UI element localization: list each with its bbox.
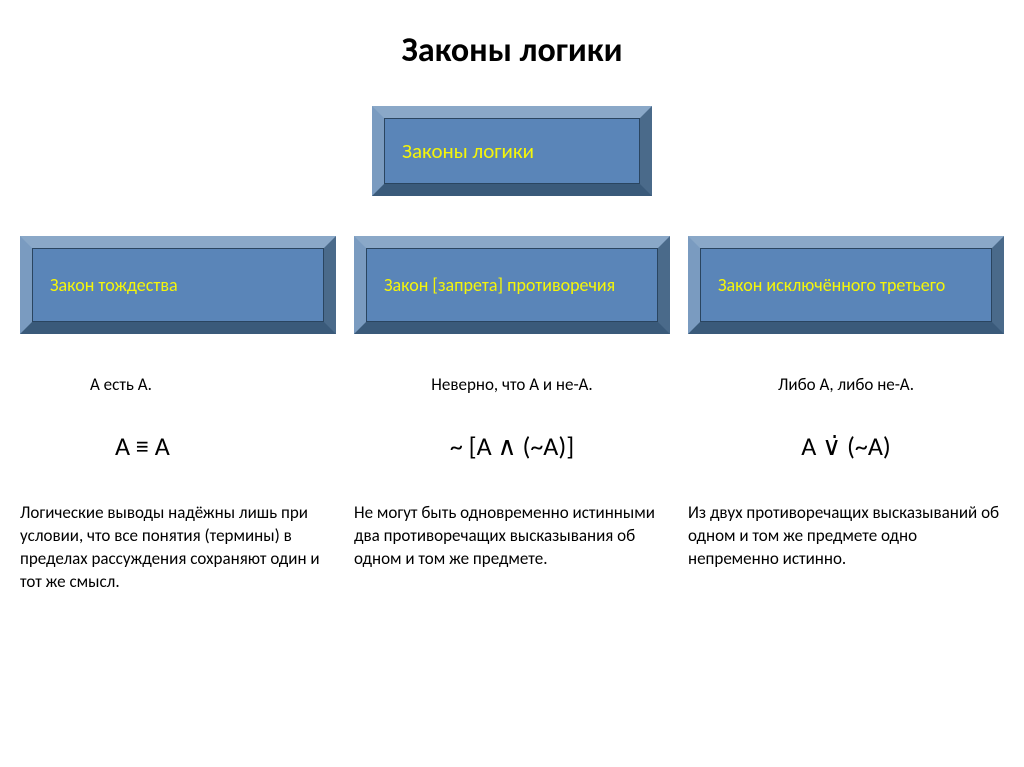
details-columns: А есть А. A ≡ A Логические выводы надёжн…	[10, 374, 1014, 594]
law-box-label: Закон тождества	[50, 274, 178, 297]
col-identity: А есть А. A ≡ A Логические выводы надёжн…	[20, 374, 336, 594]
statement-contradiction: Неверно, что А и не-А.	[354, 374, 670, 395]
formula-identity: A ≡ A	[20, 430, 336, 462]
description-excluded-middle: Из двух противоречащих высказываний об о…	[688, 502, 1004, 571]
law-box-identity: Закон тождества	[20, 236, 336, 334]
law-box-contradiction: Закон [запрета] противоречия	[354, 236, 670, 334]
page-title: Законы логики	[10, 30, 1014, 71]
law-box-label: Закон [запрета] противоречия	[384, 274, 615, 297]
formula-contradiction: ~ [A ∧ (~A)]	[354, 430, 670, 462]
header-box-label: Законы логики	[402, 138, 534, 164]
law-box-label: Закон исключённого третьего	[718, 274, 945, 297]
col-contradiction: Неверно, что А и не-А. ~ [A ∧ (~A)] Не м…	[354, 374, 670, 594]
law-box-excluded-middle: Закон исключённого третьего	[688, 236, 1004, 334]
statement-identity: А есть А.	[20, 374, 336, 395]
col-excluded-middle: Либо А, либо не-А. A ∨̇ (~A) Из двух про…	[688, 374, 1004, 594]
header-box: Законы логики	[372, 106, 652, 196]
law-boxes-row: Закон тождества Закон [запрета] противор…	[10, 236, 1014, 334]
formula-excluded-middle: A ∨̇ (~A)	[688, 430, 1004, 462]
statement-excluded-middle: Либо А, либо не-А.	[688, 374, 1004, 395]
description-contradiction: Не могут быть одновременно истинными два…	[354, 502, 670, 571]
description-identity: Логические выводы надёжны лишь при услов…	[20, 502, 336, 594]
